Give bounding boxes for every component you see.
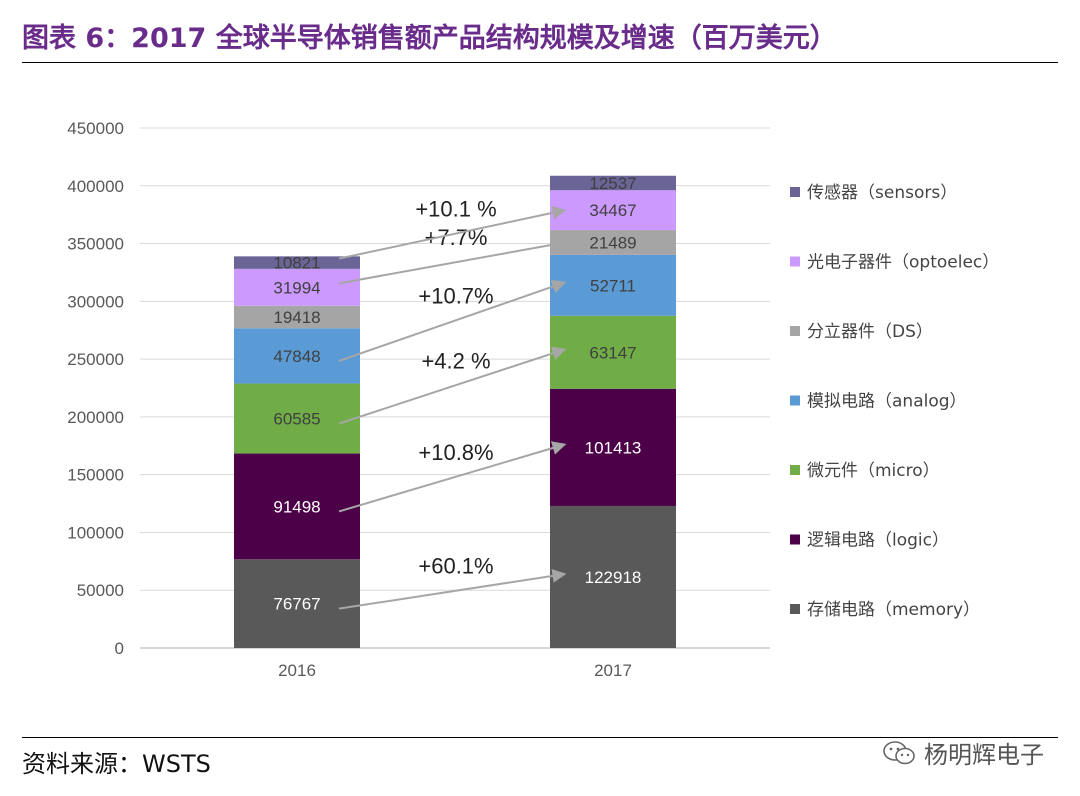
data-label: 76767: [273, 595, 320, 614]
data-label: 47848: [273, 347, 320, 366]
y-tick-label: 250000: [67, 350, 124, 369]
legend-item: 光电子器件（optoelec）: [807, 253, 999, 273]
x-tick-label: 2017: [594, 661, 632, 680]
footer-divider: [22, 737, 1058, 738]
legend-item: 存储电路（memory）: [807, 600, 980, 620]
legend-item: 传感器（sensors）: [807, 183, 957, 203]
growth-label: +60.1%: [418, 553, 493, 578]
data-label: 91498: [273, 497, 320, 516]
growth-label: +10.1 %: [415, 196, 496, 221]
bar-segment: [550, 230, 676, 255]
legend-swatch: [790, 534, 800, 545]
bar-segment: [234, 328, 360, 384]
data-label: 63147: [589, 343, 636, 362]
data-label: 10821: [273, 254, 320, 273]
bar-segment: [550, 254, 676, 316]
growth-label: +4.2 %: [421, 348, 490, 373]
growth-arrow: [338, 441, 567, 513]
title-divider: [22, 62, 1058, 63]
y-tick-label: 400000: [67, 177, 124, 196]
legend: 传感器（sensors） 光电子器件（optoelec） 分立器件（DS） 模拟电路（…: [790, 183, 999, 620]
bar-segment: [234, 305, 360, 329]
y-tick-label: 300000: [67, 292, 124, 311]
legend-swatch: [790, 604, 800, 614]
legend-item: 微元件（micro）: [807, 461, 940, 481]
data-label: 34467: [589, 201, 636, 220]
source-note: 资料来源：WSTS: [22, 750, 211, 778]
growth-label: +10.7%: [418, 284, 493, 309]
bar-segment: [550, 388, 676, 506]
growth-arrows: +60.1%+10.8%+4.2 %+10.7%+7.7%+10.1 %: [338, 196, 567, 610]
growth-arrow: [338, 279, 567, 362]
y-tick-label: 100000: [67, 523, 124, 542]
legend-item: 分立器件（DS）: [807, 322, 933, 342]
y-tick-label: 0: [115, 639, 124, 658]
wechat-icon: [883, 740, 915, 764]
bar-segment: [234, 453, 360, 560]
legend-swatch: [790, 326, 800, 336]
data-label: 12537: [589, 174, 636, 193]
bar-segment: [234, 383, 360, 454]
y-axis: 0 50000 100000 150000 200000 250000 300000 3500…: [67, 119, 124, 658]
data-label: 60585: [273, 410, 320, 429]
y-tick-label: 350000: [67, 235, 124, 254]
legend-swatch: [790, 256, 800, 267]
x-axis: 2016 2017: [278, 661, 632, 680]
growth-arrow: [338, 568, 567, 610]
growth-arrow: [338, 205, 567, 260]
x-tick-label: 2016: [278, 661, 316, 680]
bars: 76767 91498 60585 47848 19418 31994 10821 12291…: [234, 174, 676, 648]
legend-item: 逻辑电路（logic）: [807, 531, 949, 551]
y-tick-label: 200000: [67, 408, 124, 427]
bar-segment: [550, 175, 676, 191]
chart-title: 图表 6：2017 全球半导体销售额产品结构规模及增速（百万美元）: [22, 23, 837, 54]
growth-label: +10.8%: [418, 440, 493, 465]
watermark: 杨明辉电子: [882, 735, 1044, 770]
data-label: 21489: [589, 233, 636, 252]
y-tick-label: 150000: [67, 466, 124, 485]
data-label: 101413: [585, 438, 642, 457]
bar-segment: [234, 559, 360, 648]
data-label: 52711: [590, 276, 636, 295]
data-label: 122918: [585, 568, 642, 587]
bar-segment: [550, 315, 676, 389]
legend-item: 模拟电路（analog）: [807, 392, 967, 412]
bar-segment: [234, 256, 360, 269]
watermark-text: 杨明辉电子: [924, 741, 1044, 769]
bar-segment: [550, 505, 676, 648]
data-label: 31994: [273, 278, 320, 297]
growth-arrow: [338, 346, 567, 425]
legend-swatch: [790, 187, 800, 197]
y-tick-label: 450000: [67, 119, 124, 138]
data-label: 19418: [273, 308, 320, 327]
stacked-bar-chart: 0 50000 100000 150000 200000 250000 300000 3500…: [67, 119, 999, 680]
y-tick-label: 50000: [77, 581, 124, 600]
growth-arrow: [338, 237, 567, 285]
bar-segment: [234, 268, 360, 306]
legend-swatch: [790, 465, 800, 475]
bar-segment: [550, 190, 676, 231]
legend-swatch: [790, 395, 800, 406]
